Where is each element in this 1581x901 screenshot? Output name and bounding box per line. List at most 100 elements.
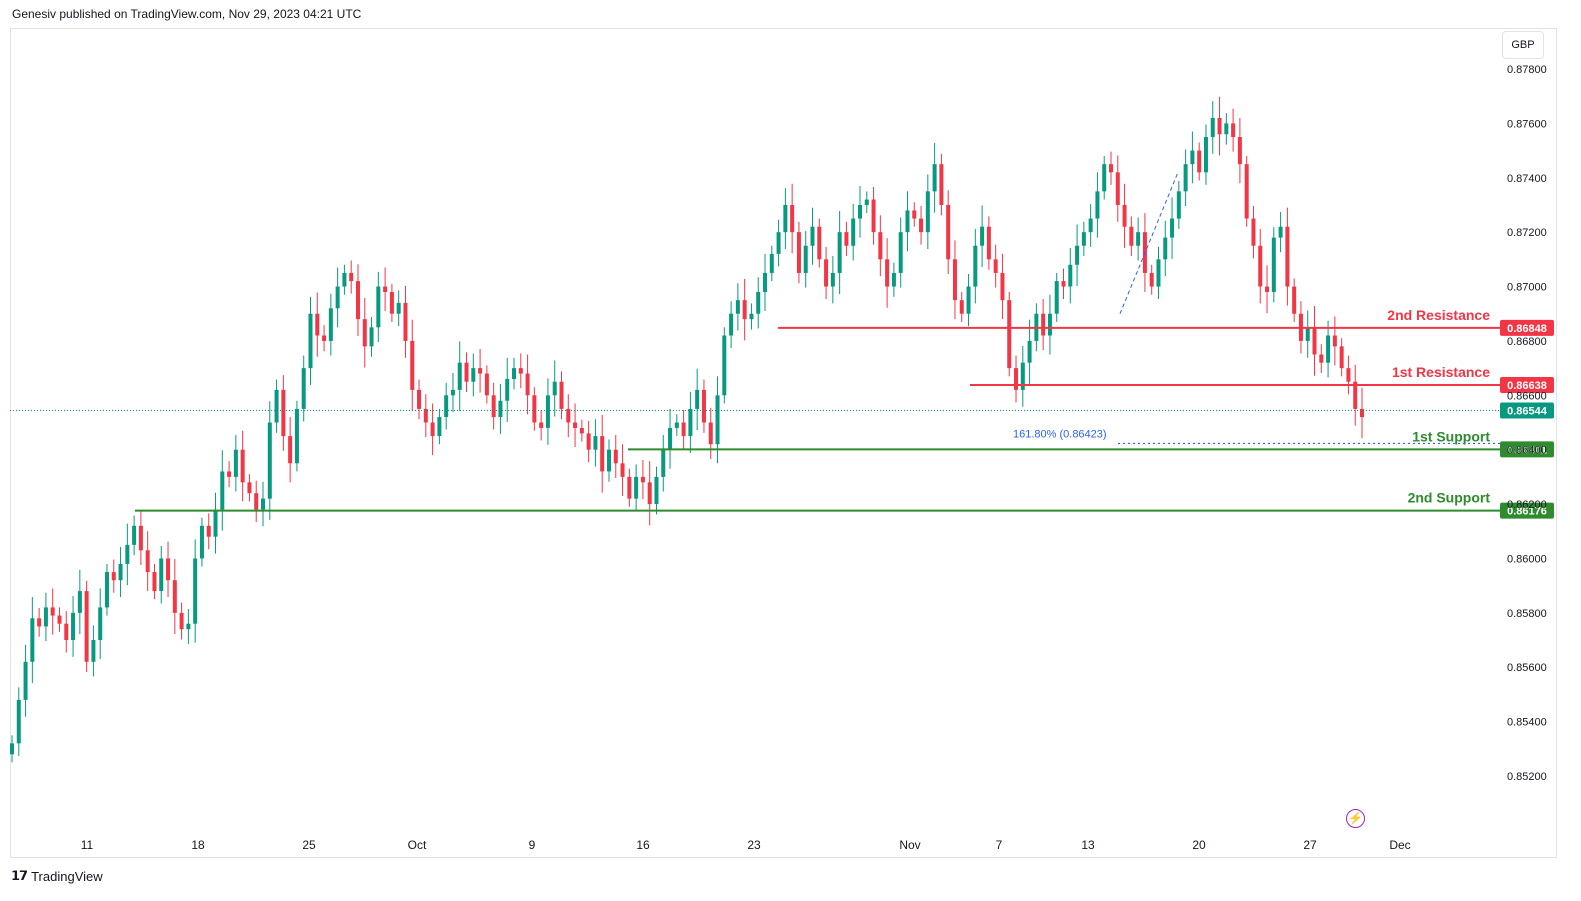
footer: 𝟭𝟳 TradingView	[11, 868, 103, 884]
candle-body	[199, 525, 204, 559]
candle-body	[288, 436, 293, 464]
candle-body	[600, 436, 605, 472]
y-tick-label: 0.86400	[1507, 445, 1547, 457]
candle-body	[586, 433, 591, 450]
candle-body	[1339, 346, 1344, 369]
candle-body	[1170, 218, 1175, 238]
candle-body	[1068, 264, 1073, 287]
last-price-label: 0.86544	[1507, 406, 1548, 418]
candle-body	[1305, 327, 1310, 341]
candle-body	[912, 210, 917, 219]
candle-body	[1081, 232, 1086, 246]
candle-body	[247, 482, 252, 494]
candle-body	[328, 308, 333, 341]
candle-body	[16, 699, 21, 744]
candle-body	[729, 313, 734, 336]
candle-body	[491, 395, 496, 418]
candle-body	[57, 615, 62, 624]
x-tick-label: 18	[191, 838, 205, 852]
candle-body	[457, 362, 462, 390]
candle-body	[254, 493, 259, 510]
candle-body	[613, 449, 618, 464]
candle-body	[145, 550, 150, 573]
candle-body	[708, 422, 713, 445]
chart-frame	[10, 28, 1557, 858]
candle-body	[1000, 272, 1005, 301]
candle-body	[878, 232, 883, 260]
candle-body	[1061, 281, 1066, 287]
candle-body	[1319, 354, 1324, 363]
x-tick-label: 7	[996, 838, 1003, 852]
candle-body	[1190, 150, 1195, 165]
candle-body	[722, 335, 727, 396]
candle-body	[1292, 286, 1297, 314]
price-tag	[1500, 441, 1554, 458]
candle-body	[396, 302, 401, 314]
candle-body	[355, 281, 360, 320]
candle-body	[891, 272, 896, 287]
candle-body	[213, 509, 218, 537]
candle-body	[179, 612, 184, 630]
candle-body	[308, 313, 313, 369]
candle-body	[532, 395, 537, 423]
candle-body	[871, 199, 876, 233]
level-label: 2nd Resistance	[1387, 307, 1490, 323]
candle-body	[342, 272, 347, 287]
candle-body	[1217, 117, 1222, 135]
candle-body	[559, 381, 564, 409]
candle-body	[417, 389, 422, 409]
candle-body	[980, 226, 985, 246]
candle-body	[1278, 226, 1283, 238]
candle-body	[634, 476, 639, 499]
candle-body	[132, 525, 137, 545]
y-tick-label: 0.86200	[1507, 499, 1547, 511]
candle-body	[593, 436, 598, 450]
x-tick-label: 11	[81, 838, 94, 852]
candle-body	[1136, 232, 1141, 246]
candle-body	[1156, 259, 1161, 287]
candle-body	[966, 286, 971, 314]
price-tag	[1500, 502, 1554, 519]
candle-body	[518, 368, 523, 374]
level-label: 2nd Support	[1408, 490, 1491, 506]
candle-body	[1251, 218, 1256, 246]
candle-body	[30, 618, 35, 662]
candle-body	[647, 482, 652, 505]
candle-body	[1271, 237, 1276, 292]
candle-body	[159, 558, 164, 592]
candle-body	[383, 286, 388, 292]
candle-body	[864, 199, 869, 205]
candle-body	[484, 373, 489, 396]
currency-selector[interactable]: GBP	[1502, 31, 1544, 59]
candle-body	[661, 449, 666, 477]
candle-body	[1265, 286, 1270, 292]
candle-body	[1231, 123, 1236, 137]
candle-body	[64, 623, 69, 641]
y-tick-label: 0.86800	[1507, 336, 1547, 348]
candle-body	[23, 661, 28, 700]
x-tick-label: 13	[1081, 838, 1095, 852]
y-tick-label: 0.87600	[1507, 118, 1547, 130]
candle-body	[152, 572, 157, 592]
lightning-icon[interactable]: ⚡	[1346, 809, 1365, 828]
candle-body	[125, 544, 130, 564]
candle-body	[1102, 164, 1107, 192]
candle-body	[817, 226, 822, 260]
candle-body	[1183, 164, 1188, 192]
candle-body	[261, 498, 266, 510]
candle-body	[362, 319, 367, 347]
candle-body	[267, 422, 272, 499]
y-axis: 0.85200 0.85400 0.85600 0.85800 0.86000 0.862…	[1507, 64, 1547, 783]
candle-body	[233, 449, 238, 477]
candle-body	[1197, 150, 1202, 173]
x-tick-label: Oct	[408, 838, 427, 852]
candle-body	[735, 300, 740, 314]
candle-body	[701, 389, 706, 423]
y-tick-label: 0.87200	[1507, 227, 1547, 239]
candle-body	[186, 623, 191, 630]
candle-body	[993, 259, 998, 273]
candle-body	[437, 417, 442, 437]
fib-label: 161.80% (0.86423)	[1013, 428, 1107, 440]
candle-body	[640, 476, 645, 483]
